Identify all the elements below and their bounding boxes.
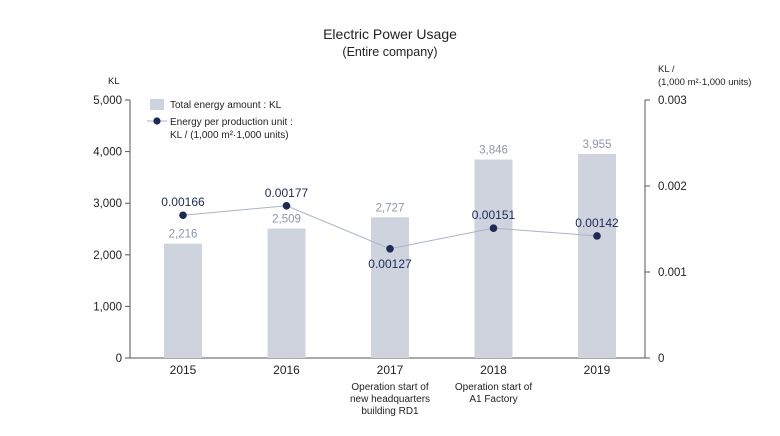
- line-value-label: 0.00151: [472, 208, 516, 222]
- line-value-label: 0.00142: [575, 216, 619, 230]
- bar: [474, 159, 513, 358]
- legend-line-label-line-2: KL / (1,000 m²·1,000 units): [170, 130, 289, 141]
- x-axis-category-label: 2018: [480, 363, 507, 377]
- line-point: [179, 211, 187, 220]
- x-axis-category-note: building RD1: [361, 406, 419, 417]
- x-axis-category-note: new headquarters: [350, 394, 430, 405]
- line-point: [386, 244, 394, 253]
- legend-bar-swatch: [150, 99, 164, 110]
- x-axis-category-note: A1 Factory: [469, 394, 517, 405]
- right-axis-tick-label: 0.003: [658, 95, 687, 107]
- line-point: [489, 224, 498, 232]
- bar-value-label: 3,846: [479, 145, 508, 157]
- left-axis-tick-label: 1,000: [93, 301, 122, 313]
- bar-value-label: 2,727: [376, 202, 405, 214]
- plot-area: 0 1,000 2,000 3,000 4,000 5,000 0 0.001 0.002 0.0…: [93, 95, 687, 417]
- line-value-label: 0.00127: [368, 257, 412, 271]
- bar-value-label: 3,955: [583, 139, 612, 151]
- bar: [371, 217, 409, 358]
- left-axis-tick-label: 5,000: [93, 95, 122, 107]
- bar: [267, 228, 306, 358]
- right-axis-tick-label: 0.002: [658, 181, 687, 193]
- x-axis-category-label: 2019: [584, 363, 611, 377]
- chart-subtitle: (Entire company): [342, 45, 437, 59]
- left-axis-tick-label: 4,000: [93, 147, 122, 159]
- left-axis-tick-label: 0: [116, 353, 122, 365]
- left-axis-tick-label: 3,000: [93, 198, 122, 210]
- x-axis-category-label: 2016: [273, 363, 300, 377]
- chart-title: Electric Power Usage: [323, 26, 457, 42]
- legend-line-label-line-1: Energy per production unit :: [170, 117, 293, 128]
- bar: [164, 243, 202, 358]
- right-axis-unit-line-1: KL /: [658, 64, 675, 75]
- right-axis-unit-line-2: (1,000 m²·1,000 units): [658, 77, 751, 88]
- x-axis-category-note: Operation start of: [455, 382, 532, 393]
- legend: Total energy amount : KL Energy per prod…: [147, 99, 293, 141]
- right-axis-tick-label: 0.001: [658, 267, 687, 279]
- line-point: [593, 232, 601, 240]
- left-axis-unit: KL: [108, 76, 120, 87]
- bar-value-label: 2,509: [272, 214, 301, 226]
- line-value-label: 0.00166: [161, 195, 205, 209]
- line-value-label: 0.00177: [265, 186, 309, 200]
- bar: [578, 153, 616, 358]
- legend-line-marker: [153, 117, 161, 125]
- left-axis-tick-label: 2,000: [93, 250, 122, 262]
- x-axis-category-label: 2015: [170, 363, 197, 377]
- x-axis-category-note: Operation start of: [351, 382, 428, 393]
- line-point: [282, 201, 291, 210]
- bar-value-label: 2,216: [169, 229, 198, 241]
- right-axis-tick-label: 0: [658, 353, 664, 365]
- x-axis-category-label: 2017: [377, 363, 404, 377]
- legend-bar-label: Total energy amount : KL: [170, 100, 282, 111]
